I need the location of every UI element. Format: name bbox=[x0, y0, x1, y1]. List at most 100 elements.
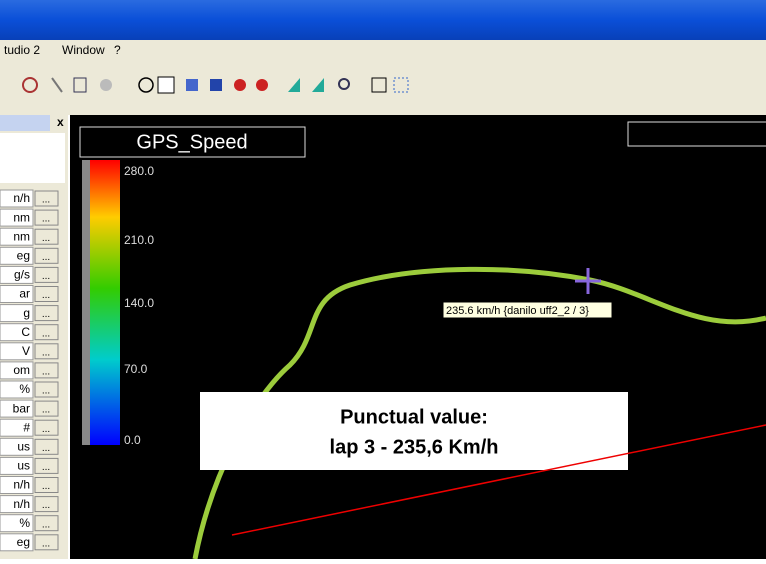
row-button[interactable] bbox=[34, 209, 59, 226]
row-button[interactable] bbox=[34, 381, 59, 398]
row-button[interactable] bbox=[34, 247, 59, 264]
toolbar bbox=[22, 76, 409, 94]
row-button-label: ... bbox=[42, 214, 50, 225]
unit-label: eg bbox=[17, 535, 30, 549]
row-button[interactable] bbox=[34, 324, 59, 341]
unit-label: us bbox=[17, 459, 30, 473]
unit-cell bbox=[0, 399, 34, 418]
row-button[interactable] bbox=[34, 305, 59, 322]
unit-cell bbox=[0, 380, 34, 399]
info-box bbox=[627, 121, 766, 147]
unit-label: nm bbox=[13, 229, 30, 243]
tool-icon[interactable] bbox=[371, 77, 387, 93]
row-button[interactable] bbox=[34, 496, 59, 513]
color-scale bbox=[90, 160, 120, 445]
unit-cell bbox=[0, 227, 34, 246]
unit-cell bbox=[0, 323, 34, 342]
unit-cell bbox=[0, 495, 34, 514]
unit-list: n/h ... nm ... nm ... eg ... g/s ... ar ... g ... C...… bbox=[0, 189, 59, 552]
menu-item[interactable]: tudio 2 bbox=[4, 43, 40, 57]
row-button[interactable] bbox=[34, 438, 59, 455]
tool-icon[interactable] bbox=[312, 78, 324, 92]
map-title: GPS_Speed bbox=[136, 131, 247, 153]
row-button[interactable] bbox=[34, 457, 59, 474]
row-button-label: ... bbox=[42, 538, 50, 549]
tool-icon[interactable] bbox=[51, 77, 63, 93]
unit-label: bar bbox=[13, 401, 30, 415]
unit-cell bbox=[0, 285, 34, 303]
row-button-label: ... bbox=[42, 347, 50, 358]
row-button-label: ... bbox=[42, 367, 50, 378]
row-button-label: ... bbox=[42, 386, 50, 397]
scale-edge bbox=[82, 160, 90, 445]
tool-icon[interactable] bbox=[157, 76, 175, 94]
unit-cell bbox=[0, 189, 34, 208]
unit-cell bbox=[0, 456, 34, 475]
tool-icon[interactable] bbox=[234, 79, 246, 91]
unit-label: om bbox=[13, 363, 30, 377]
row-button[interactable] bbox=[34, 400, 59, 417]
unit-cell bbox=[0, 246, 34, 265]
row-button[interactable] bbox=[34, 534, 59, 551]
unit-cell bbox=[0, 418, 34, 437]
unit-label: C bbox=[21, 325, 30, 339]
row-button-label: ... bbox=[42, 424, 50, 435]
scale-label: 140.0 bbox=[124, 296, 154, 310]
tool-icon[interactable] bbox=[100, 79, 112, 91]
tool-icon[interactable] bbox=[393, 77, 409, 93]
tool-icon[interactable] bbox=[186, 79, 198, 91]
unit-label: eg bbox=[17, 248, 30, 262]
unit-cell bbox=[0, 533, 34, 552]
unit-cell bbox=[0, 514, 34, 533]
unit-cell bbox=[0, 361, 34, 380]
row-button-label: ... bbox=[42, 252, 50, 263]
unit-label: n/h bbox=[13, 191, 30, 205]
tool-icon[interactable] bbox=[73, 77, 87, 93]
annotation-text: lap 3 - 235,6 Km/h bbox=[330, 436, 499, 458]
tooltip: 235.6 km/h {danilo uff2_2 / 3} bbox=[446, 305, 589, 317]
row-button-label: ... bbox=[42, 443, 50, 454]
row-button-label: ... bbox=[42, 290, 50, 301]
unit-label: us bbox=[17, 439, 30, 453]
tool-icon[interactable] bbox=[256, 79, 268, 91]
row-button[interactable] bbox=[34, 477, 59, 493]
tool-icon[interactable] bbox=[138, 77, 154, 93]
unit-cell bbox=[0, 437, 34, 456]
tool-icon[interactable] bbox=[210, 79, 222, 91]
row-button[interactable] bbox=[34, 228, 59, 245]
unit-cell bbox=[0, 265, 34, 284]
row-button-label: ... bbox=[42, 481, 50, 492]
row-button[interactable] bbox=[34, 190, 59, 207]
panel-area bbox=[0, 133, 65, 183]
menu-item[interactable]: Window bbox=[62, 43, 105, 57]
unit-cell bbox=[0, 342, 34, 361]
scale-label: 0.0 bbox=[124, 433, 141, 447]
tool-icon[interactable] bbox=[288, 78, 300, 92]
row-button[interactable] bbox=[34, 266, 59, 283]
row-button[interactable] bbox=[34, 515, 59, 532]
panel-header bbox=[0, 115, 50, 131]
row-button[interactable] bbox=[34, 343, 59, 360]
close-button[interactable]: x bbox=[57, 115, 64, 129]
map-view bbox=[70, 115, 766, 559]
row-button[interactable] bbox=[34, 362, 59, 379]
cursor bbox=[575, 268, 601, 294]
row-button-label: ... bbox=[42, 405, 50, 416]
row-button-label: ... bbox=[42, 328, 50, 339]
unit-label: nm bbox=[13, 210, 30, 224]
unit-label: V bbox=[22, 344, 30, 358]
unit-label: g/s bbox=[14, 268, 30, 282]
tool-icon[interactable] bbox=[338, 78, 350, 90]
tool-icon[interactable] bbox=[22, 77, 38, 93]
row-button-label: ... bbox=[42, 195, 50, 206]
menu-item[interactable]: ? bbox=[114, 43, 121, 57]
scale-label: 280.0 bbox=[124, 164, 154, 178]
row-button[interactable] bbox=[34, 419, 59, 436]
row-button[interactable] bbox=[34, 286, 59, 302]
annotation-text: Punctual value: bbox=[340, 406, 488, 428]
scale-label: 70.0 bbox=[124, 362, 148, 376]
unit-label: % bbox=[19, 516, 30, 530]
row-button-label: ... bbox=[42, 233, 50, 244]
tooltip-box bbox=[442, 301, 613, 319]
